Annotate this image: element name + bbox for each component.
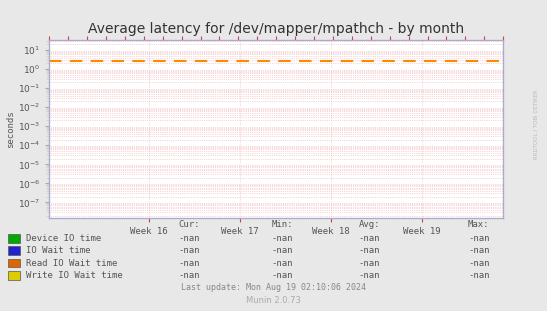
- Text: -nan: -nan: [359, 259, 380, 267]
- Text: Min:: Min:: [271, 220, 293, 229]
- Text: IO Wait time: IO Wait time: [26, 246, 90, 255]
- Text: Write IO Wait time: Write IO Wait time: [26, 271, 123, 280]
- Text: -nan: -nan: [359, 246, 380, 255]
- Text: -nan: -nan: [178, 259, 200, 267]
- Text: Munin 2.0.73: Munin 2.0.73: [246, 296, 301, 305]
- Text: -nan: -nan: [271, 259, 293, 267]
- Text: -nan: -nan: [271, 234, 293, 243]
- Text: -nan: -nan: [178, 271, 200, 280]
- Text: -nan: -nan: [468, 271, 490, 280]
- Text: Cur:: Cur:: [178, 220, 200, 229]
- Text: Avg:: Avg:: [359, 220, 380, 229]
- Text: -nan: -nan: [359, 234, 380, 243]
- Text: RRDTOOL / TOBI OETIKER: RRDTOOL / TOBI OETIKER: [534, 90, 539, 159]
- Text: Last update: Mon Aug 19 02:10:06 2024: Last update: Mon Aug 19 02:10:06 2024: [181, 283, 366, 292]
- Text: -nan: -nan: [468, 259, 490, 267]
- Text: Max:: Max:: [468, 220, 490, 229]
- Text: -nan: -nan: [468, 246, 490, 255]
- Text: Read IO Wait time: Read IO Wait time: [26, 259, 117, 267]
- Y-axis label: seconds: seconds: [6, 110, 15, 148]
- Text: -nan: -nan: [178, 234, 200, 243]
- Text: -nan: -nan: [271, 246, 293, 255]
- Title: Average latency for /dev/mapper/mpathch - by month: Average latency for /dev/mapper/mpathch …: [88, 22, 464, 36]
- Text: -nan: -nan: [271, 271, 293, 280]
- Text: -nan: -nan: [468, 234, 490, 243]
- Text: -nan: -nan: [178, 246, 200, 255]
- Text: Device IO time: Device IO time: [26, 234, 101, 243]
- Text: -nan: -nan: [359, 271, 380, 280]
